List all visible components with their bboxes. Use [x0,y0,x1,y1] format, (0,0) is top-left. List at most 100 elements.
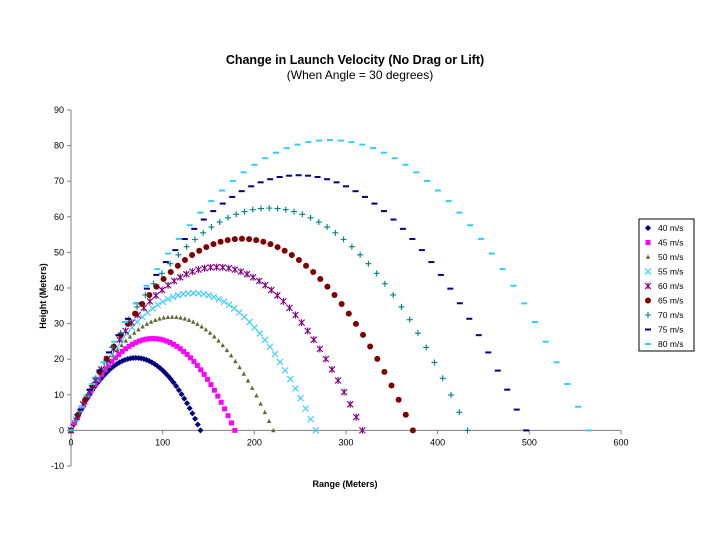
legend-marker [644,268,652,275]
data-point [153,317,158,322]
data-point [207,263,214,271]
data-point [406,316,413,323]
data-point [191,359,197,365]
data-point [281,247,288,254]
data-point [271,350,279,358]
data-point [307,415,315,423]
data-point [194,362,200,368]
data-point [149,305,156,312]
data-point [150,336,156,342]
y-tick-group: -10 0 10 20 30 40 50 60 70 80 90 [51,105,71,471]
y-tick-label: 30 [54,319,64,329]
data-point [84,391,91,398]
data-point [164,295,172,303]
data-point [340,236,347,243]
data-point [233,211,240,218]
data-point [310,336,318,344]
legend-label: 50 m/s [658,252,684,262]
series-70 [68,205,471,434]
data-point [398,303,405,310]
data-point [164,338,170,344]
data-point [109,359,115,365]
data-point [119,342,124,348]
data-point [167,376,174,383]
data-point [181,257,188,264]
data-point [205,376,211,382]
data-point [241,313,248,321]
data-point [292,311,299,319]
data-point [194,421,201,428]
data-point [222,406,228,412]
data-point [112,355,118,361]
data-point [365,260,372,267]
data-point [218,399,224,405]
data-point [310,269,317,276]
x-tick-label: 400 [430,437,445,447]
data-point [402,411,409,418]
data-point [119,348,125,354]
x-tick-label: 100 [155,437,170,447]
data-point [210,241,217,248]
legend-item: 60 m/s [644,281,684,291]
data-point [282,206,289,213]
data-point [273,291,281,299]
data-point [395,396,402,403]
y-tick-label: 40 [54,283,64,293]
data-point [132,330,137,335]
data-point [215,393,221,399]
data-point [346,400,354,408]
data-point [110,343,117,350]
data-point [190,289,197,297]
y-tick-label: 10 [54,390,64,400]
data-point [373,270,380,277]
data-point [286,304,293,312]
data-point [92,375,99,382]
data-point [324,224,331,231]
legend-label: 65 m/s [658,296,684,306]
data-point [238,235,245,242]
data-point [266,205,273,212]
data-point [134,303,141,310]
data-point [409,427,416,434]
data-point [174,343,180,349]
data-point [215,295,223,303]
data-point [199,324,204,329]
data-point [191,236,198,243]
data-point [152,291,160,299]
data-point [230,305,238,312]
data-point [167,260,174,267]
data-point [144,321,150,326]
data-point [129,341,135,347]
data-point [177,346,183,352]
data-point [219,263,227,271]
legend-item: 50 m/s [645,252,684,262]
data-point [133,340,139,346]
data-point [267,286,275,294]
x-tick-label: 200 [247,437,262,447]
data-point [388,382,395,389]
data-point [423,344,430,351]
legend-label: 45 m/s [658,238,684,248]
legend: 40 m/s 45 m/s 50 m/s 55 m/s 60 m/s 65 m/s 70 m… [638,218,695,352]
data-point [144,309,151,316]
data-point [158,286,166,294]
data-point [280,297,287,305]
data-point [328,365,336,373]
data-point [170,341,176,347]
data-point [82,396,89,403]
legend-label: 75 m/s [658,325,684,335]
data-point [254,393,259,398]
data-point [243,270,251,278]
legend-label: 55 m/s [658,267,684,277]
data-point [195,266,202,274]
data-point [159,298,167,306]
data-point [142,291,149,298]
legend-item: 80 m/s [645,339,684,349]
data-point [220,342,225,348]
data-point [249,206,256,213]
y-tick-label: 80 [54,141,64,151]
data-point [187,355,193,361]
data-point [136,327,141,332]
data-point [195,321,200,326]
data-point [210,293,218,301]
